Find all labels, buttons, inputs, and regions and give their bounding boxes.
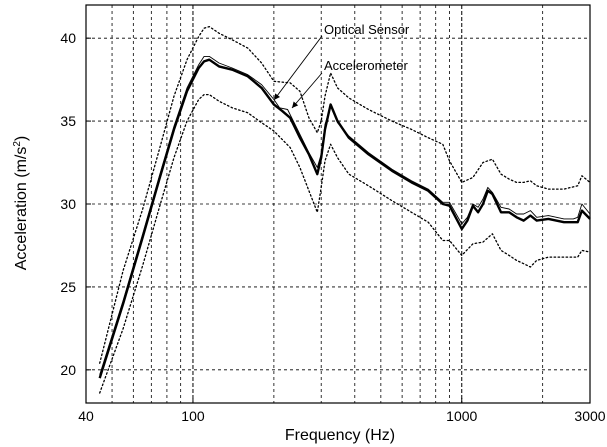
x-tick-label: 100: [181, 408, 205, 424]
series-line-lower-bound: [99, 93, 591, 394]
x-axis-ticks: 40 100 1000 3000: [78, 398, 606, 424]
x-tick-label: 40: [78, 408, 94, 424]
series-lines: [98, 25, 591, 394]
x-tick-label: 1000: [446, 408, 477, 424]
series-line-accelerometer: [98, 58, 591, 379]
y-axis-label: Acceleration (m/s2): [12, 136, 30, 270]
annotation-optical-sensor: Optical Sensor: [324, 22, 410, 37]
y-axis-ticks: 20 25 30 35 40: [60, 30, 91, 378]
annotation-arrowhead: [292, 101, 299, 108]
annotation-arrowhead: [274, 93, 280, 100]
x-axis-label: Frequency (Hz): [285, 427, 395, 444]
y-tick-label: 30: [60, 196, 76, 212]
y-tick-label: 25: [60, 279, 76, 295]
annotation-leader-optical-sensor: [273, 35, 323, 101]
grid-lines: [86, 5, 591, 403]
series-line-optical-sensor: [99, 55, 591, 375]
y-tick-label: 35: [60, 113, 76, 129]
annotation-accelerometer: Accelerometer: [324, 58, 408, 73]
series-line-upper-bound: [99, 25, 591, 364]
annotation-leader-accelerometer: [291, 72, 323, 109]
y-tick-label: 20: [60, 362, 76, 378]
x-tick-label: 3000: [574, 408, 605, 424]
y-tick-label: 40: [60, 30, 76, 46]
annotations: Optical Sensor Accelerometer: [273, 22, 410, 109]
